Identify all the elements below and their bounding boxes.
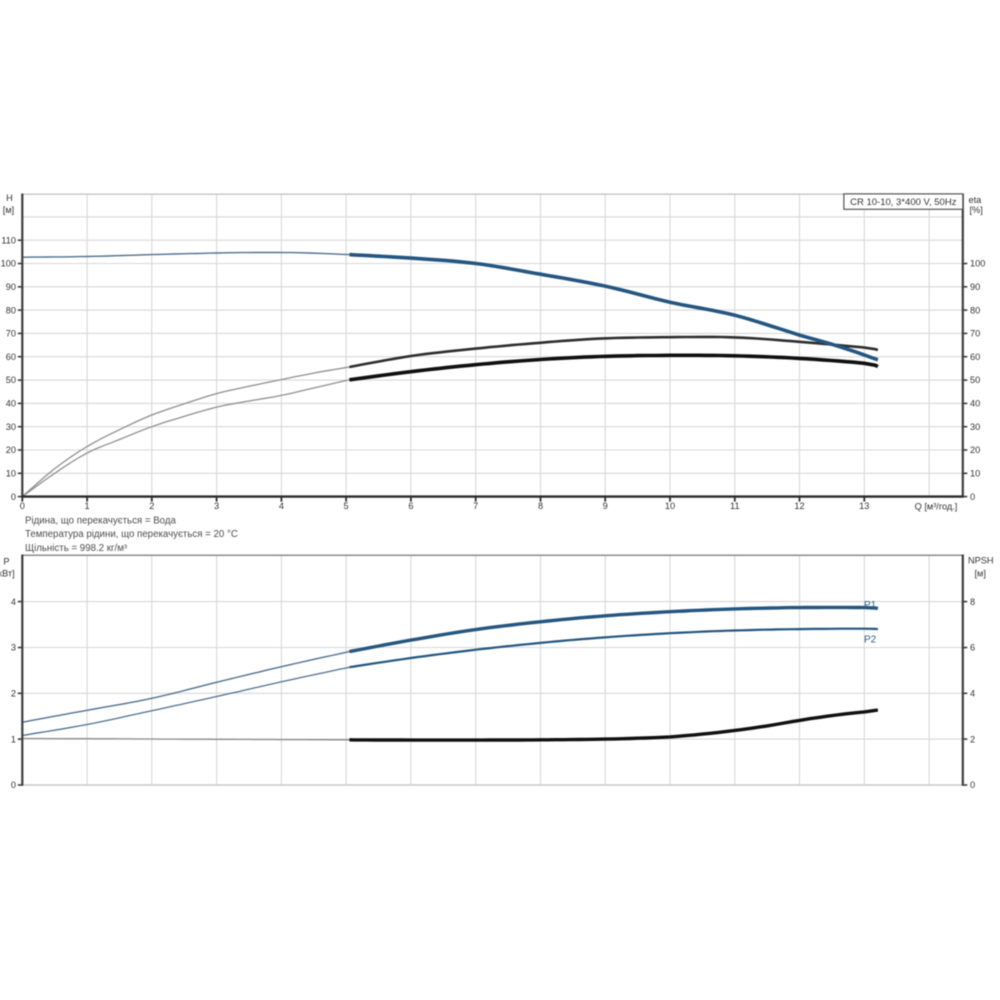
svg-text:0: 0: [11, 492, 16, 502]
svg-text:90: 90: [6, 282, 16, 292]
svg-text:eta: eta: [969, 195, 983, 205]
svg-text:100: 100: [1, 259, 16, 269]
svg-text:0: 0: [970, 492, 975, 502]
svg-text:[%]: [%]: [970, 205, 983, 215]
svg-text:10: 10: [6, 469, 16, 479]
svg-text:40: 40: [6, 399, 16, 409]
svg-text:Щільність = 998.2 кг/м³: Щільність = 998.2 кг/м³: [25, 543, 128, 554]
svg-text:7: 7: [473, 501, 478, 511]
svg-text:1: 1: [11, 734, 16, 744]
svg-text:30: 30: [6, 422, 16, 432]
svg-text:4: 4: [279, 501, 284, 511]
svg-text:60: 60: [970, 352, 980, 362]
svg-text:10: 10: [970, 469, 980, 479]
svg-text:70: 70: [6, 329, 16, 339]
svg-text:0: 0: [970, 780, 975, 790]
svg-text:0: 0: [20, 501, 25, 511]
svg-text:[кВт]: [кВт]: [0, 569, 15, 579]
svg-text:1: 1: [85, 501, 90, 511]
svg-text:50: 50: [6, 375, 16, 385]
svg-text:[м]: [м]: [3, 205, 14, 215]
svg-text:12: 12: [794, 501, 804, 511]
svg-text:90: 90: [970, 282, 980, 292]
svg-text:3: 3: [11, 643, 16, 653]
svg-text:80: 80: [6, 305, 16, 315]
svg-text:3: 3: [214, 501, 219, 511]
svg-text:40: 40: [970, 399, 980, 409]
svg-text:2: 2: [11, 689, 16, 699]
svg-text:13: 13: [859, 501, 869, 511]
svg-text:NPSH: NPSH: [968, 556, 994, 566]
svg-text:6: 6: [408, 501, 413, 511]
svg-text:110: 110: [1, 235, 16, 245]
svg-text:P2: P2: [864, 635, 877, 646]
svg-text:CR 10-10, 3*400 V, 50Hz: CR 10-10, 3*400 V, 50Hz: [850, 197, 957, 208]
svg-text:8: 8: [970, 597, 975, 607]
svg-text:100: 100: [970, 259, 985, 269]
svg-text:2: 2: [149, 501, 154, 511]
svg-text:10: 10: [665, 501, 675, 511]
svg-text:70: 70: [970, 329, 980, 339]
svg-text:2: 2: [970, 734, 975, 744]
svg-text:Температура рідини, що перекач: Температура рідини, що перекачується = 2…: [25, 529, 238, 540]
svg-text:9: 9: [603, 501, 608, 511]
svg-text:P: P: [3, 557, 9, 567]
svg-text:60: 60: [6, 352, 16, 362]
svg-text:H: H: [6, 193, 13, 203]
svg-text:11: 11: [730, 501, 740, 511]
svg-text:Q [м³/год.]: Q [м³/год.]: [915, 502, 958, 512]
svg-text:6: 6: [970, 643, 975, 653]
svg-text:[м]: [м]: [975, 569, 986, 579]
svg-text:30: 30: [970, 422, 980, 432]
svg-text:4: 4: [970, 689, 975, 699]
svg-text:5: 5: [344, 501, 349, 511]
svg-text:P1: P1: [864, 600, 877, 611]
svg-text:0: 0: [11, 780, 16, 790]
svg-text:50: 50: [970, 375, 980, 385]
svg-text:8: 8: [538, 501, 543, 511]
svg-text:80: 80: [970, 305, 980, 315]
svg-text:Рідина, що перекачується = Вод: Рідина, що перекачується = Вода: [25, 516, 177, 527]
svg-text:20: 20: [6, 445, 16, 455]
svg-text:4: 4: [11, 597, 16, 607]
svg-text:20: 20: [970, 445, 980, 455]
